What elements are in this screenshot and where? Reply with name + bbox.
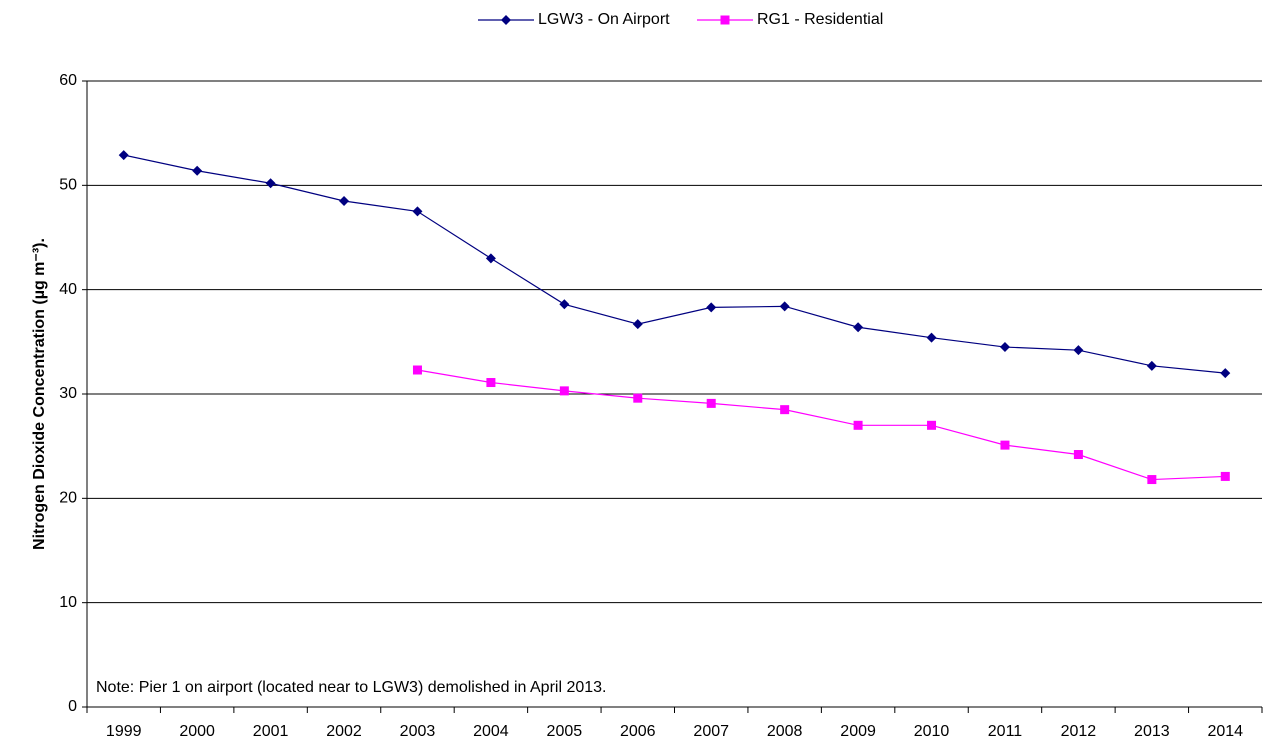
annotation: Note: Pier 1 on airport (located near to…: [96, 679, 607, 696]
point: [118, 150, 129, 161]
x-tick-label: 2014: [1207, 723, 1243, 740]
point: [339, 195, 350, 206]
point: [1000, 440, 1010, 450]
x-tick-label: 2002: [326, 723, 362, 740]
point: [1073, 345, 1084, 356]
point: [1147, 475, 1157, 485]
series-line: [123, 154, 1226, 374]
x-tick-label: 2000: [179, 723, 215, 740]
x-tick-label: 2004: [473, 723, 509, 740]
y-tick-label: 60: [59, 72, 77, 89]
x-tick-label: 2007: [693, 723, 729, 740]
point: [633, 393, 643, 403]
legend-label: LGW3 - On Airport: [538, 11, 670, 28]
point: [779, 301, 790, 312]
point: [706, 398, 716, 408]
point: [501, 15, 511, 25]
point: [412, 206, 423, 217]
y-tick-label: 0: [68, 698, 77, 715]
y-tick-label: 30: [59, 385, 77, 402]
point: [780, 405, 790, 415]
series-line: [417, 369, 1226, 481]
point: [192, 165, 203, 176]
x-tick-label: 2006: [620, 723, 656, 740]
x-tick-label: 2008: [767, 723, 803, 740]
point: [485, 253, 496, 264]
point: [927, 420, 937, 430]
point: [1220, 471, 1230, 481]
point: [706, 302, 717, 313]
y-tick-label: 50: [59, 177, 77, 194]
point: [632, 319, 643, 330]
point: [412, 365, 422, 375]
y-tick-label: 10: [59, 594, 77, 611]
y-axis-label: Nitrogen Dioxide Concentration (µg m⁻³).: [31, 238, 48, 550]
point: [926, 332, 937, 343]
x-tick-label: 2009: [840, 723, 876, 740]
point: [853, 420, 863, 430]
x-tick-label: 2003: [400, 723, 436, 740]
x-tick-label: 2005: [547, 723, 583, 740]
point: [1073, 450, 1083, 460]
x-tick-label: 2011: [988, 723, 1023, 740]
point: [265, 178, 276, 189]
point: [1146, 360, 1157, 371]
point: [999, 342, 1010, 353]
y-tick-label: 40: [59, 281, 77, 298]
point: [853, 322, 864, 333]
x-tick-label: 2001: [253, 723, 289, 740]
x-tick-label: 1999: [106, 723, 142, 740]
point: [720, 15, 730, 25]
point: [559, 299, 570, 310]
x-tick-label: 2013: [1134, 723, 1170, 740]
point: [559, 386, 569, 396]
y-tick-label: 20: [59, 490, 77, 507]
legend-label: RG1 - Residential: [757, 11, 883, 28]
x-tick-label: 2010: [914, 723, 950, 740]
point: [1220, 368, 1231, 379]
x-tick-label: 2012: [1061, 723, 1097, 740]
point: [486, 378, 496, 388]
